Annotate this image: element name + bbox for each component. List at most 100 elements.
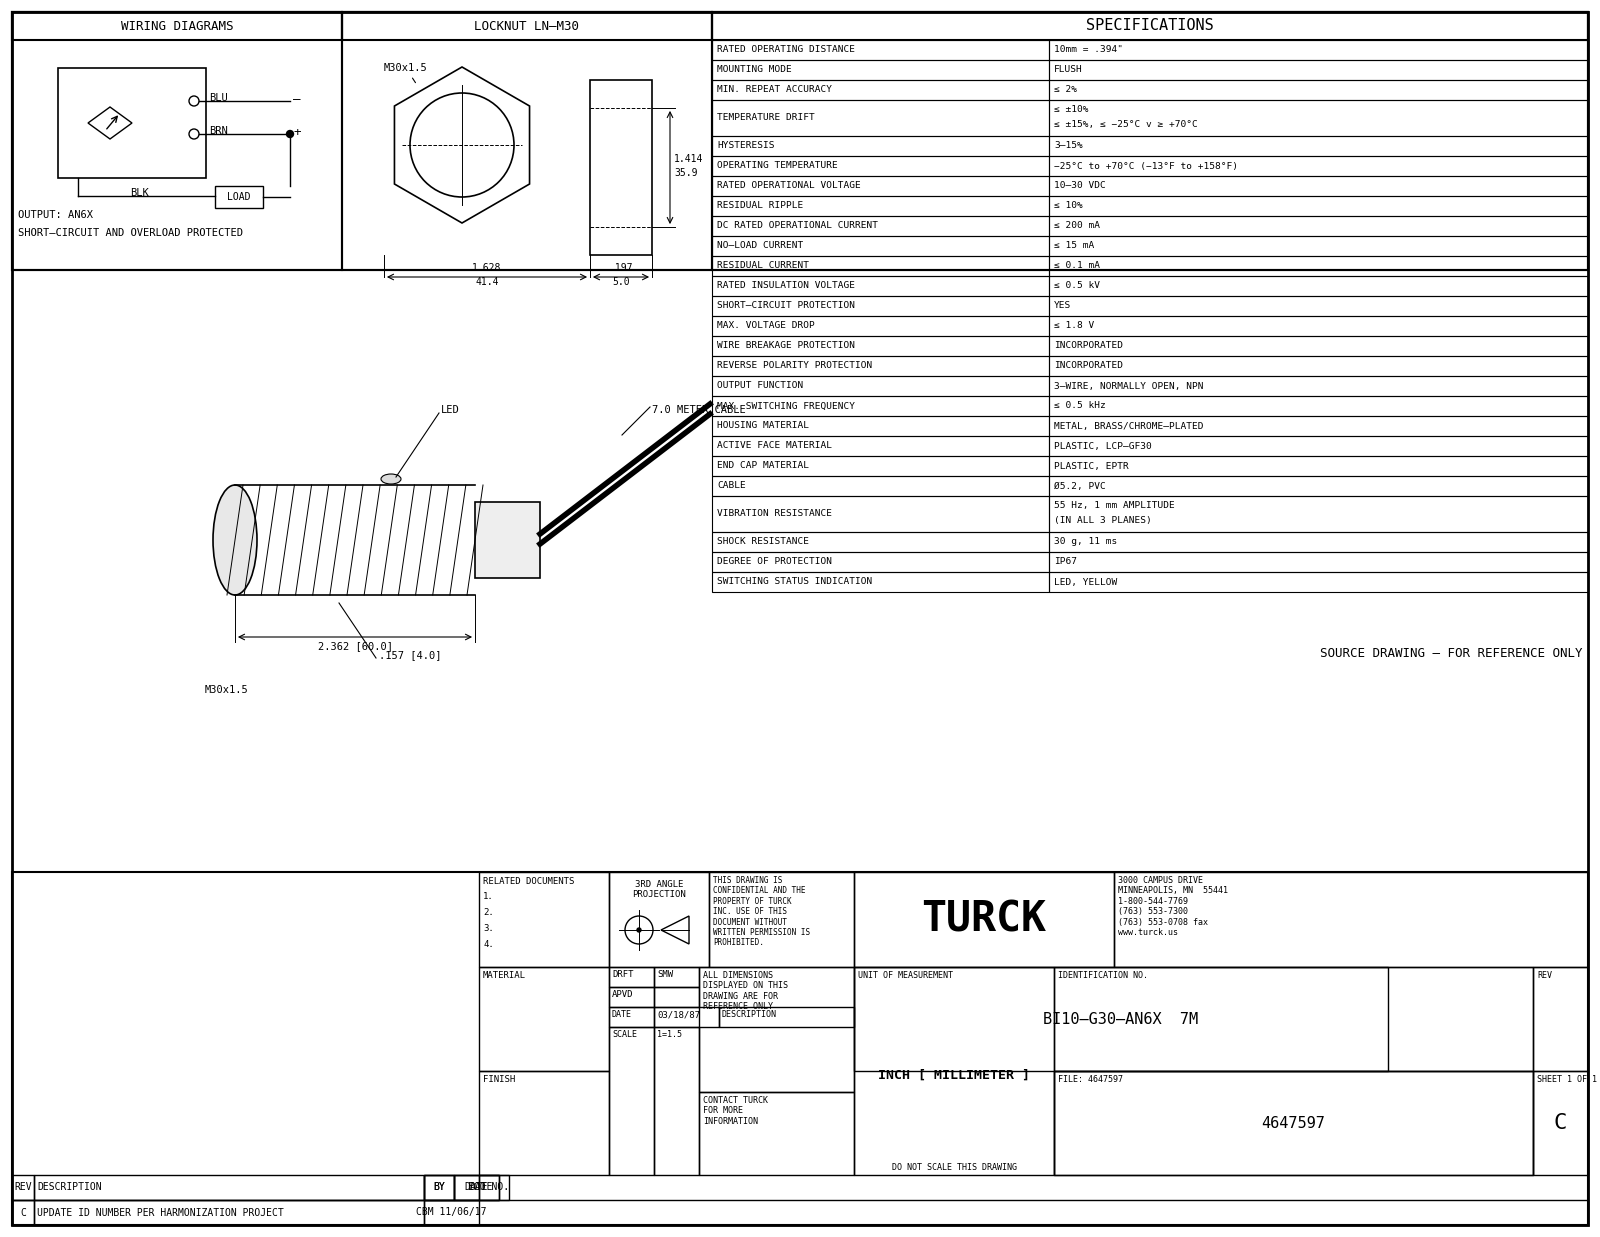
Bar [13, 12, 342, 270]
Text: M30x1.5: M30x1.5 [384, 63, 427, 83]
Bar [424, 1175, 454, 1200]
Text: M30x1.5: M30x1.5 [205, 685, 248, 695]
Text: 3.: 3. [483, 924, 494, 933]
Bar [610, 1027, 654, 1175]
Text: ≤ 2%: ≤ 2% [1054, 85, 1077, 94]
Bar [712, 532, 1050, 552]
Bar [654, 1027, 699, 1175]
Bar [854, 872, 1114, 967]
Bar [712, 456, 1050, 476]
Bar [478, 1175, 499, 1200]
Text: ALL DIMENSIONS
DISPLAYED ON THIS
DRAWING ARE FOR
REFERENCE ONLY: ALL DIMENSIONS DISPLAYED ON THIS DRAWING… [702, 971, 787, 1011]
Bar [58, 68, 206, 178]
Text: 1.: 1. [483, 892, 494, 901]
Text: ≤ 0.5 kV: ≤ 0.5 kV [1054, 282, 1101, 291]
Text: LED, YELLOW: LED, YELLOW [1054, 578, 1117, 586]
Bar [1050, 456, 1587, 476]
Bar [712, 396, 1050, 416]
Text: SHEET 1 OF 1: SHEET 1 OF 1 [1538, 1075, 1597, 1084]
Text: HOUSING MATERIAL: HOUSING MATERIAL [717, 422, 810, 430]
Bar [854, 967, 1054, 1175]
Bar [1050, 136, 1587, 156]
Text: MAX. SWITCHING FREQUENCY: MAX. SWITCHING FREQUENCY [717, 402, 854, 411]
Text: OPERATING TEMPERATURE: OPERATING TEMPERATURE [717, 162, 838, 171]
Bar [475, 502, 541, 578]
Bar [712, 336, 1050, 356]
Bar [1050, 496, 1587, 532]
Bar [1050, 195, 1587, 216]
Text: TURCK: TURCK [922, 898, 1046, 940]
Text: HYSTERESIS: HYSTERESIS [717, 141, 774, 151]
Text: WIRE BREAKAGE PROTECTION: WIRE BREAKAGE PROTECTION [717, 341, 854, 350]
Bar [1050, 276, 1587, 296]
Text: METAL, BRASS/CHROME–PLATED: METAL, BRASS/CHROME–PLATED [1054, 422, 1203, 430]
Bar [712, 236, 1050, 256]
Text: 4647597: 4647597 [1261, 1116, 1325, 1131]
Bar [1054, 967, 1533, 1071]
Text: ≤ 0.5 kHz: ≤ 0.5 kHz [1054, 402, 1106, 411]
Bar [854, 1159, 1054, 1175]
Text: SHORT–CIRCUIT AND OVERLOAD PROTECTED: SHORT–CIRCUIT AND OVERLOAD PROTECTED [18, 228, 243, 238]
Bar [610, 1007, 654, 1027]
Text: 10–30 VDC: 10–30 VDC [1054, 182, 1106, 190]
Bar [1050, 61, 1587, 80]
Bar [712, 61, 1050, 80]
Bar [712, 315, 1050, 336]
Text: WIRING DIAGRAMS: WIRING DIAGRAMS [120, 20, 234, 32]
Text: INCORPORATED: INCORPORATED [1054, 341, 1123, 350]
Bar [478, 967, 610, 1071]
Bar [34, 1200, 424, 1225]
Ellipse shape [381, 474, 402, 484]
Bar [610, 872, 709, 967]
Text: ECO NO.: ECO NO. [469, 1183, 509, 1192]
Text: UPDATE ID NUMBER PER HARMONIZATION PROJECT: UPDATE ID NUMBER PER HARMONIZATION PROJE… [37, 1207, 283, 1217]
Bar [13, 12, 1587, 270]
Text: SWITCHING STATUS INDICATION: SWITCHING STATUS INDICATION [717, 578, 872, 586]
Bar [712, 276, 1050, 296]
Text: SMW: SMW [658, 970, 674, 978]
Text: MIN. REPEAT ACCURACY: MIN. REPEAT ACCURACY [717, 85, 832, 94]
Text: C: C [1554, 1113, 1566, 1133]
Bar [1050, 396, 1587, 416]
Text: RATED OPERATIONAL VOLTAGE: RATED OPERATIONAL VOLTAGE [717, 182, 861, 190]
Bar [712, 12, 1587, 270]
Bar [1050, 296, 1587, 315]
Text: ≤ 200 mA: ≤ 200 mA [1054, 221, 1101, 230]
Bar [709, 872, 854, 967]
Bar [654, 967, 699, 987]
Text: RESIDUAL CURRENT: RESIDUAL CURRENT [717, 261, 810, 271]
Text: BI10–G30–AN6X  7M: BI10–G30–AN6X 7M [1043, 1012, 1198, 1027]
Bar [1050, 100, 1587, 136]
Bar [1050, 156, 1587, 176]
Text: RATED INSULATION VOLTAGE: RATED INSULATION VOLTAGE [717, 282, 854, 291]
Text: END CAP MATERIAL: END CAP MATERIAL [717, 461, 810, 470]
Bar [699, 1092, 854, 1175]
Bar [424, 1175, 478, 1200]
Text: LED: LED [442, 404, 459, 414]
Bar [424, 1175, 454, 1200]
Text: ACTIVE FACE MATERIAL: ACTIVE FACE MATERIAL [717, 442, 832, 450]
Text: −25°C to +70°C (−13°F to +158°F): −25°C to +70°C (−13°F to +158°F) [1054, 162, 1238, 171]
Bar [1533, 967, 1587, 1071]
Text: BY: BY [434, 1183, 445, 1192]
Bar [214, 186, 262, 208]
Text: FLUSH: FLUSH [1054, 66, 1083, 74]
Bar [712, 100, 1050, 136]
Text: 3–WIRE, NORMALLY OPEN, NPN: 3–WIRE, NORMALLY OPEN, NPN [1054, 381, 1203, 391]
Bar [712, 571, 1050, 593]
Bar [712, 476, 1050, 496]
Bar [1050, 336, 1587, 356]
Bar [712, 416, 1050, 435]
Bar [342, 12, 712, 40]
Text: 2.: 2. [483, 908, 494, 917]
Text: BRN: BRN [210, 126, 227, 136]
Bar [590, 80, 653, 255]
Bar [712, 435, 1050, 456]
Text: 10mm = .394": 10mm = .394" [1054, 46, 1123, 54]
Text: ≤ ±10%: ≤ ±10% [1054, 105, 1088, 114]
Bar [478, 872, 610, 967]
Text: INCH [ MILLIMETER ]: INCH [ MILLIMETER ] [878, 1069, 1030, 1081]
Bar [1050, 256, 1587, 276]
Text: OUTPUT FUNCTION: OUTPUT FUNCTION [717, 381, 803, 391]
Bar [13, 12, 342, 40]
